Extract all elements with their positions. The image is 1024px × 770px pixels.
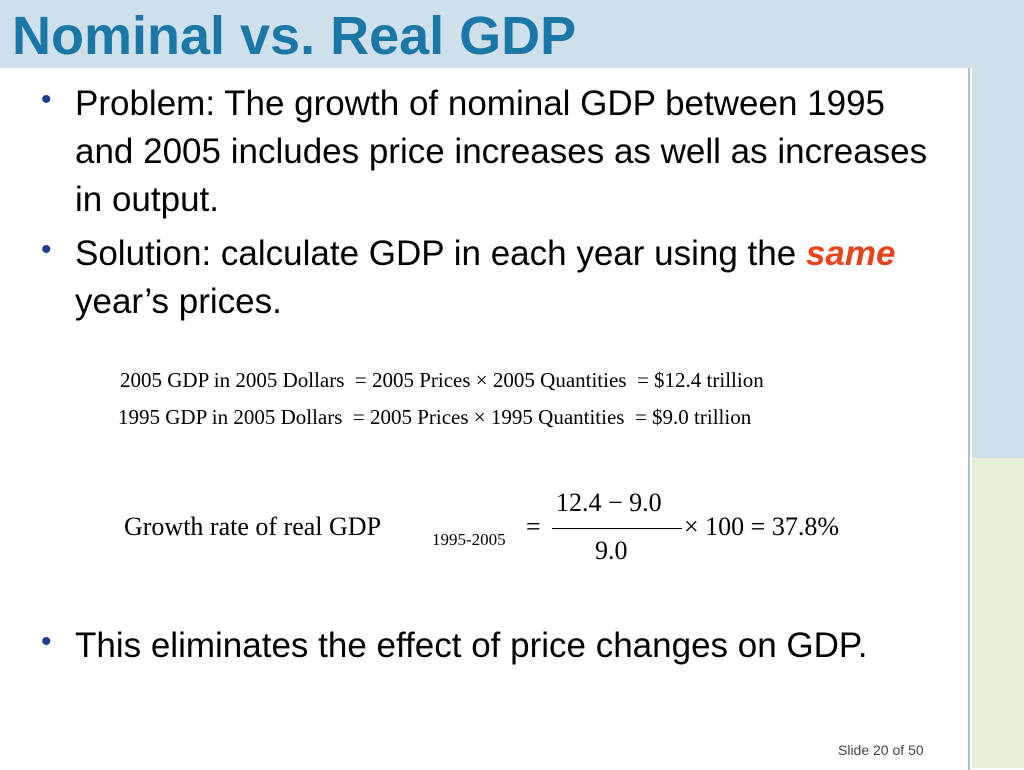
bullet-conclusion: • This eliminates the effect of price ch…	[41, 622, 935, 670]
slide-title: Nominal vs. Real GDP	[12, 6, 577, 66]
eq2-lhs: 1995 GDP in 2005 Dollars	[118, 405, 343, 429]
eq2-rhs: = 2005 Prices × 1995 Quantities	[352, 405, 625, 429]
growth-numerator: 12.4 − 9.0	[556, 488, 662, 517]
header-band	[0, 0, 1024, 68]
growth-label: Growth rate of real GDP	[124, 512, 382, 541]
growth-subscript: 1995-2005	[432, 530, 506, 549]
bullet-solution: • Solution: calculate GDP in each year u…	[41, 230, 935, 326]
growth-equals: =	[526, 512, 541, 541]
bullet-solution-tail: year’s prices.	[75, 282, 282, 321]
eq1-result: = $12.4 trillion	[636, 368, 764, 392]
eq1-lhs: 2005 GDP in 2005 Dollars	[120, 368, 345, 392]
fraction-bar	[552, 528, 682, 529]
side-band-blue	[972, 68, 1024, 458]
side-band-green	[972, 458, 1024, 768]
bullet-conclusion-text: This eliminates the effect of price chan…	[75, 626, 868, 665]
eq1-rhs: = 2005 Prices × 2005 Quantities	[354, 368, 627, 392]
bullet-dot-icon: •	[41, 83, 52, 116]
growth-denominator: 9.0	[595, 536, 628, 565]
bullet-problem-text: Problem: The growth of nominal GDP betwe…	[75, 84, 928, 219]
emphasis-same: same	[805, 234, 896, 273]
content-panel	[4, 68, 968, 770]
eq2-result: = $9.0 trillion	[634, 405, 752, 429]
growth-result: × 100 = 37.8%	[684, 512, 839, 541]
bullet-problem: • Problem: The growth of nominal GDP bet…	[41, 80, 935, 224]
equation-2005-gdp: 2005 GDP in 2005 Dollars = 2005 Prices ×…	[120, 368, 764, 393]
equation-1995-gdp: 1995 GDP in 2005 Dollars = 2005 Prices ×…	[118, 405, 751, 430]
bullet-dot-icon: •	[41, 625, 52, 658]
bullet-dot-icon: •	[41, 233, 52, 266]
bullet-solution-text: Solution: calculate GDP in each year usi…	[75, 234, 797, 273]
slide-number: Slide 20 of 50	[838, 742, 924, 758]
